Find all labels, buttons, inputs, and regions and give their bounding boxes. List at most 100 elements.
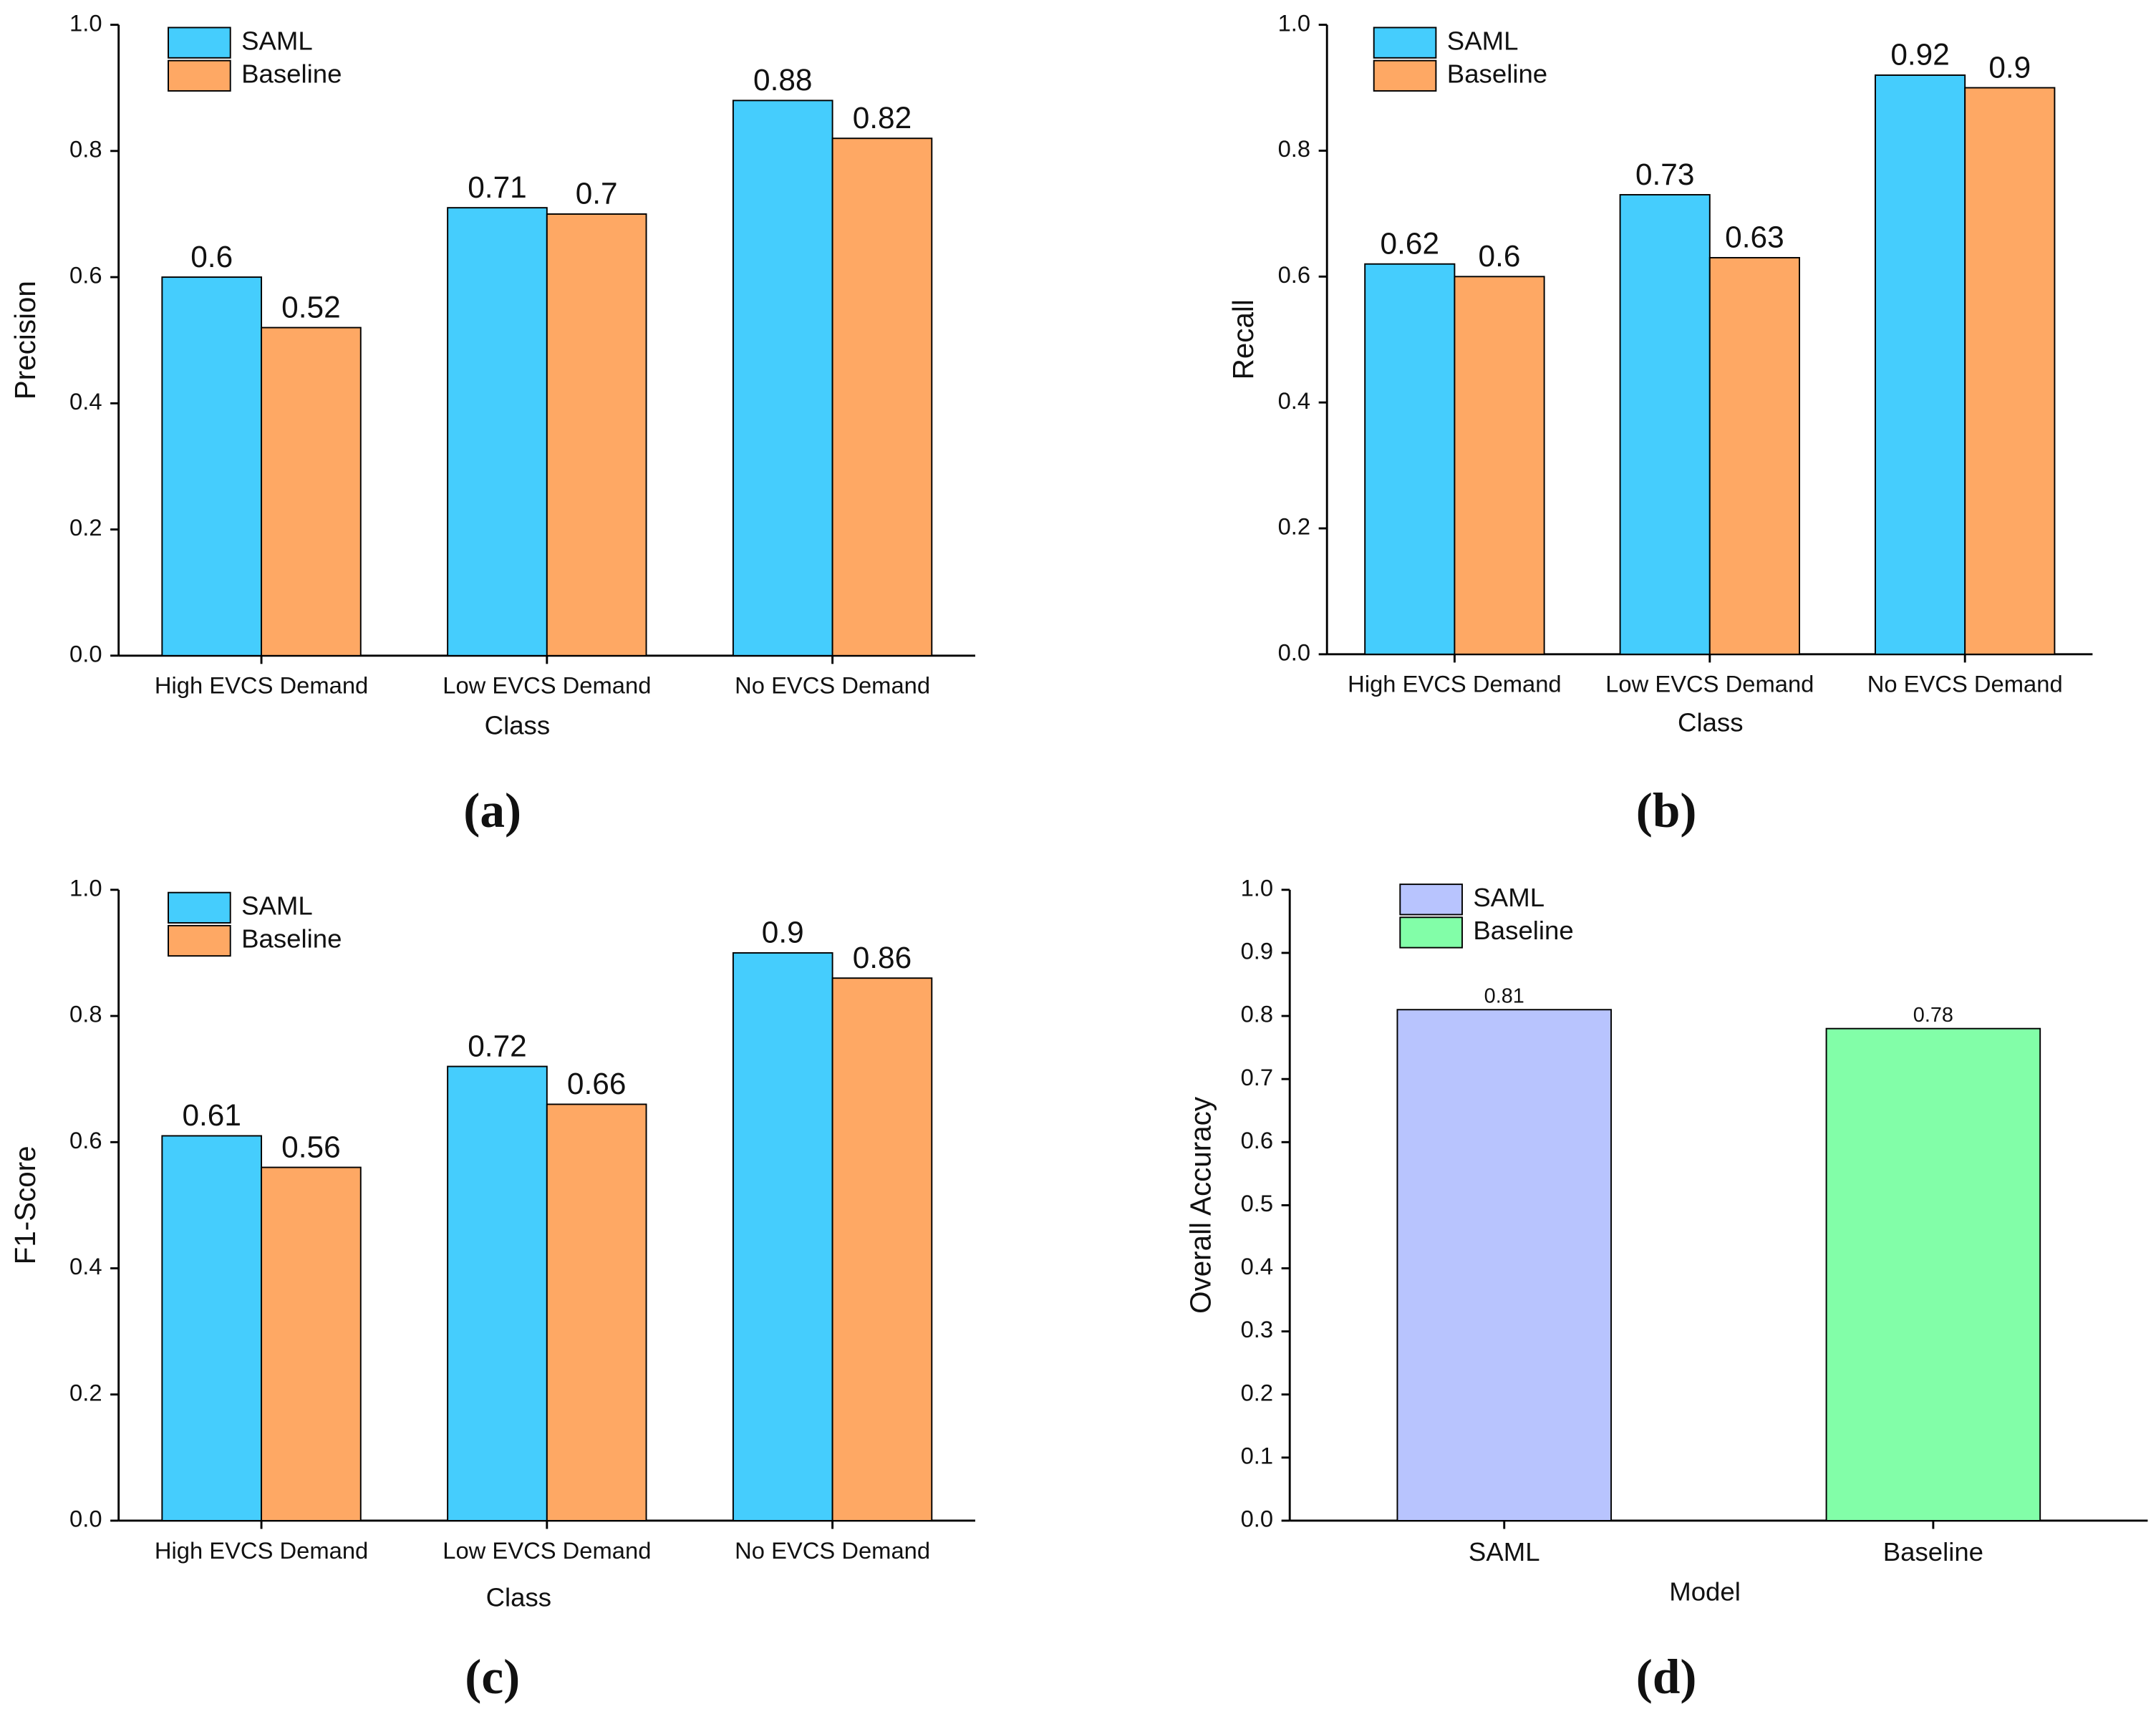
value-label: 0.9	[762, 916, 804, 949]
y-tick-label: 1.0	[1241, 874, 1274, 901]
x-tick-label: No EVCS Demand	[1867, 671, 2063, 697]
x-tick-label: High EVCS Demand	[1348, 671, 1561, 697]
bar	[1619, 194, 1711, 655]
bar	[546, 1103, 647, 1521]
value-label: 0.82	[853, 101, 912, 135]
bar	[732, 951, 833, 1521]
value-label: 0.61	[182, 1098, 241, 1132]
x-axis-label: Model	[1669, 1577, 1741, 1607]
y-tick-label: 1.0	[69, 874, 102, 901]
y-tick-label: 0.8	[1278, 135, 1311, 162]
value-label: 0.63	[1725, 221, 1784, 254]
bar	[1454, 276, 1545, 655]
value-label: 0.71	[468, 170, 526, 204]
y-tick-label: 0.0	[69, 1506, 102, 1532]
value-label: 0.78	[1913, 1004, 1953, 1027]
x-tick-label: Low EVCS Demand	[443, 672, 651, 699]
bar	[447, 1065, 548, 1521]
y-tick-label: 0.8	[69, 136, 102, 163]
y-axis-label: Precision	[9, 281, 42, 400]
legend-swatch	[168, 891, 231, 924]
panel-label: (b)	[1636, 783, 1697, 838]
legend-swatch	[1399, 916, 1463, 949]
y-axis-label: Recall	[1227, 299, 1260, 379]
legend-label: SAML	[241, 891, 313, 921]
y-tick-label: 0.6	[69, 262, 102, 289]
y-tick-label: 0.2	[1241, 1379, 1274, 1405]
x-tick-label: Low EVCS Demand	[443, 1537, 651, 1564]
bar	[831, 137, 933, 657]
value-label: 0.66	[567, 1067, 626, 1100]
legend-label: Baseline	[241, 59, 342, 88]
legend-label: Baseline	[1447, 59, 1547, 88]
bar	[546, 213, 647, 657]
x-tick-label: No EVCS Demand	[735, 672, 930, 699]
y-tick-label: 0.0	[69, 640, 102, 667]
bar	[1964, 87, 2056, 655]
legend-label: SAML	[1447, 26, 1519, 55]
y-tick-label: 0.7	[1241, 1064, 1274, 1090]
value-label: 0.62	[1381, 227, 1439, 261]
legend-swatch	[168, 26, 231, 59]
y-tick-label: 1.0	[69, 9, 102, 36]
bar	[1825, 1027, 2041, 1521]
y-axis-label: Overall Accuracy	[1184, 1096, 1217, 1314]
value-label: 0.92	[1890, 38, 1949, 72]
x-tick-label: High EVCS Demand	[155, 1537, 368, 1564]
value-label: 0.73	[1635, 158, 1694, 191]
y-tick-label: 0.4	[69, 1253, 102, 1279]
value-label: 0.72	[468, 1029, 526, 1062]
x-tick-label: No EVCS Demand	[735, 1537, 930, 1564]
y-tick-label: 0.3	[1241, 1316, 1274, 1342]
legend-swatch	[1373, 59, 1437, 92]
bar	[732, 100, 833, 657]
y-tick-label: 0.8	[69, 1001, 102, 1027]
x-axis-label: Class	[485, 710, 550, 740]
y-tick-label: 0.4	[1278, 387, 1311, 414]
y-tick-label: 0.2	[69, 514, 102, 541]
panel-label: (a)	[463, 783, 521, 838]
value-label: 0.88	[753, 63, 812, 97]
value-label: 0.6	[1479, 239, 1521, 273]
x-tick-label: Baseline	[1883, 1537, 1983, 1567]
y-tick-label: 0.4	[1241, 1253, 1274, 1279]
panel-label: (c)	[465, 1649, 520, 1704]
bar	[1364, 263, 1456, 655]
legend-label: Baseline	[241, 924, 342, 954]
value-label: 0.52	[281, 290, 340, 324]
y-tick-label: 0.9	[1241, 938, 1274, 964]
legend-swatch	[168, 59, 231, 92]
legend-swatch	[1399, 883, 1463, 916]
x-axis-label: Class	[1678, 708, 1743, 737]
bar	[261, 326, 362, 657]
y-tick-label: 0.6	[1241, 1127, 1274, 1153]
value-label: 0.81	[1484, 985, 1524, 1008]
bar	[161, 276, 263, 657]
y-tick-label: 0.2	[69, 1379, 102, 1405]
value-label: 0.9	[1988, 50, 2031, 84]
bar	[1708, 256, 1800, 655]
y-tick-label: 0.8	[1241, 1001, 1274, 1027]
value-label: 0.56	[281, 1130, 340, 1163]
legend-label: Baseline	[1473, 916, 1573, 945]
bar	[161, 1135, 263, 1521]
value-label: 0.7	[576, 177, 618, 210]
y-tick-label: 1.0	[1278, 9, 1311, 36]
bar	[831, 977, 933, 1521]
y-tick-label: 0.4	[69, 388, 102, 415]
y-tick-label: 0.5	[1241, 1190, 1274, 1216]
x-tick-label: Low EVCS Demand	[1605, 671, 1814, 697]
x-tick-label: SAML	[1469, 1537, 1540, 1567]
bar	[447, 207, 548, 657]
bar	[1875, 74, 1966, 655]
value-label: 0.86	[853, 941, 912, 974]
bar	[1396, 1009, 1613, 1521]
y-tick-label: 0.0	[1278, 639, 1311, 665]
y-tick-label: 0.1	[1241, 1443, 1274, 1469]
legend-swatch	[1373, 26, 1437, 59]
y-axis-label: F1-Score	[9, 1146, 42, 1264]
x-axis-label: Class	[486, 1582, 551, 1612]
y-tick-label: 0.6	[69, 1127, 102, 1153]
y-tick-label: 0.2	[1278, 513, 1311, 540]
